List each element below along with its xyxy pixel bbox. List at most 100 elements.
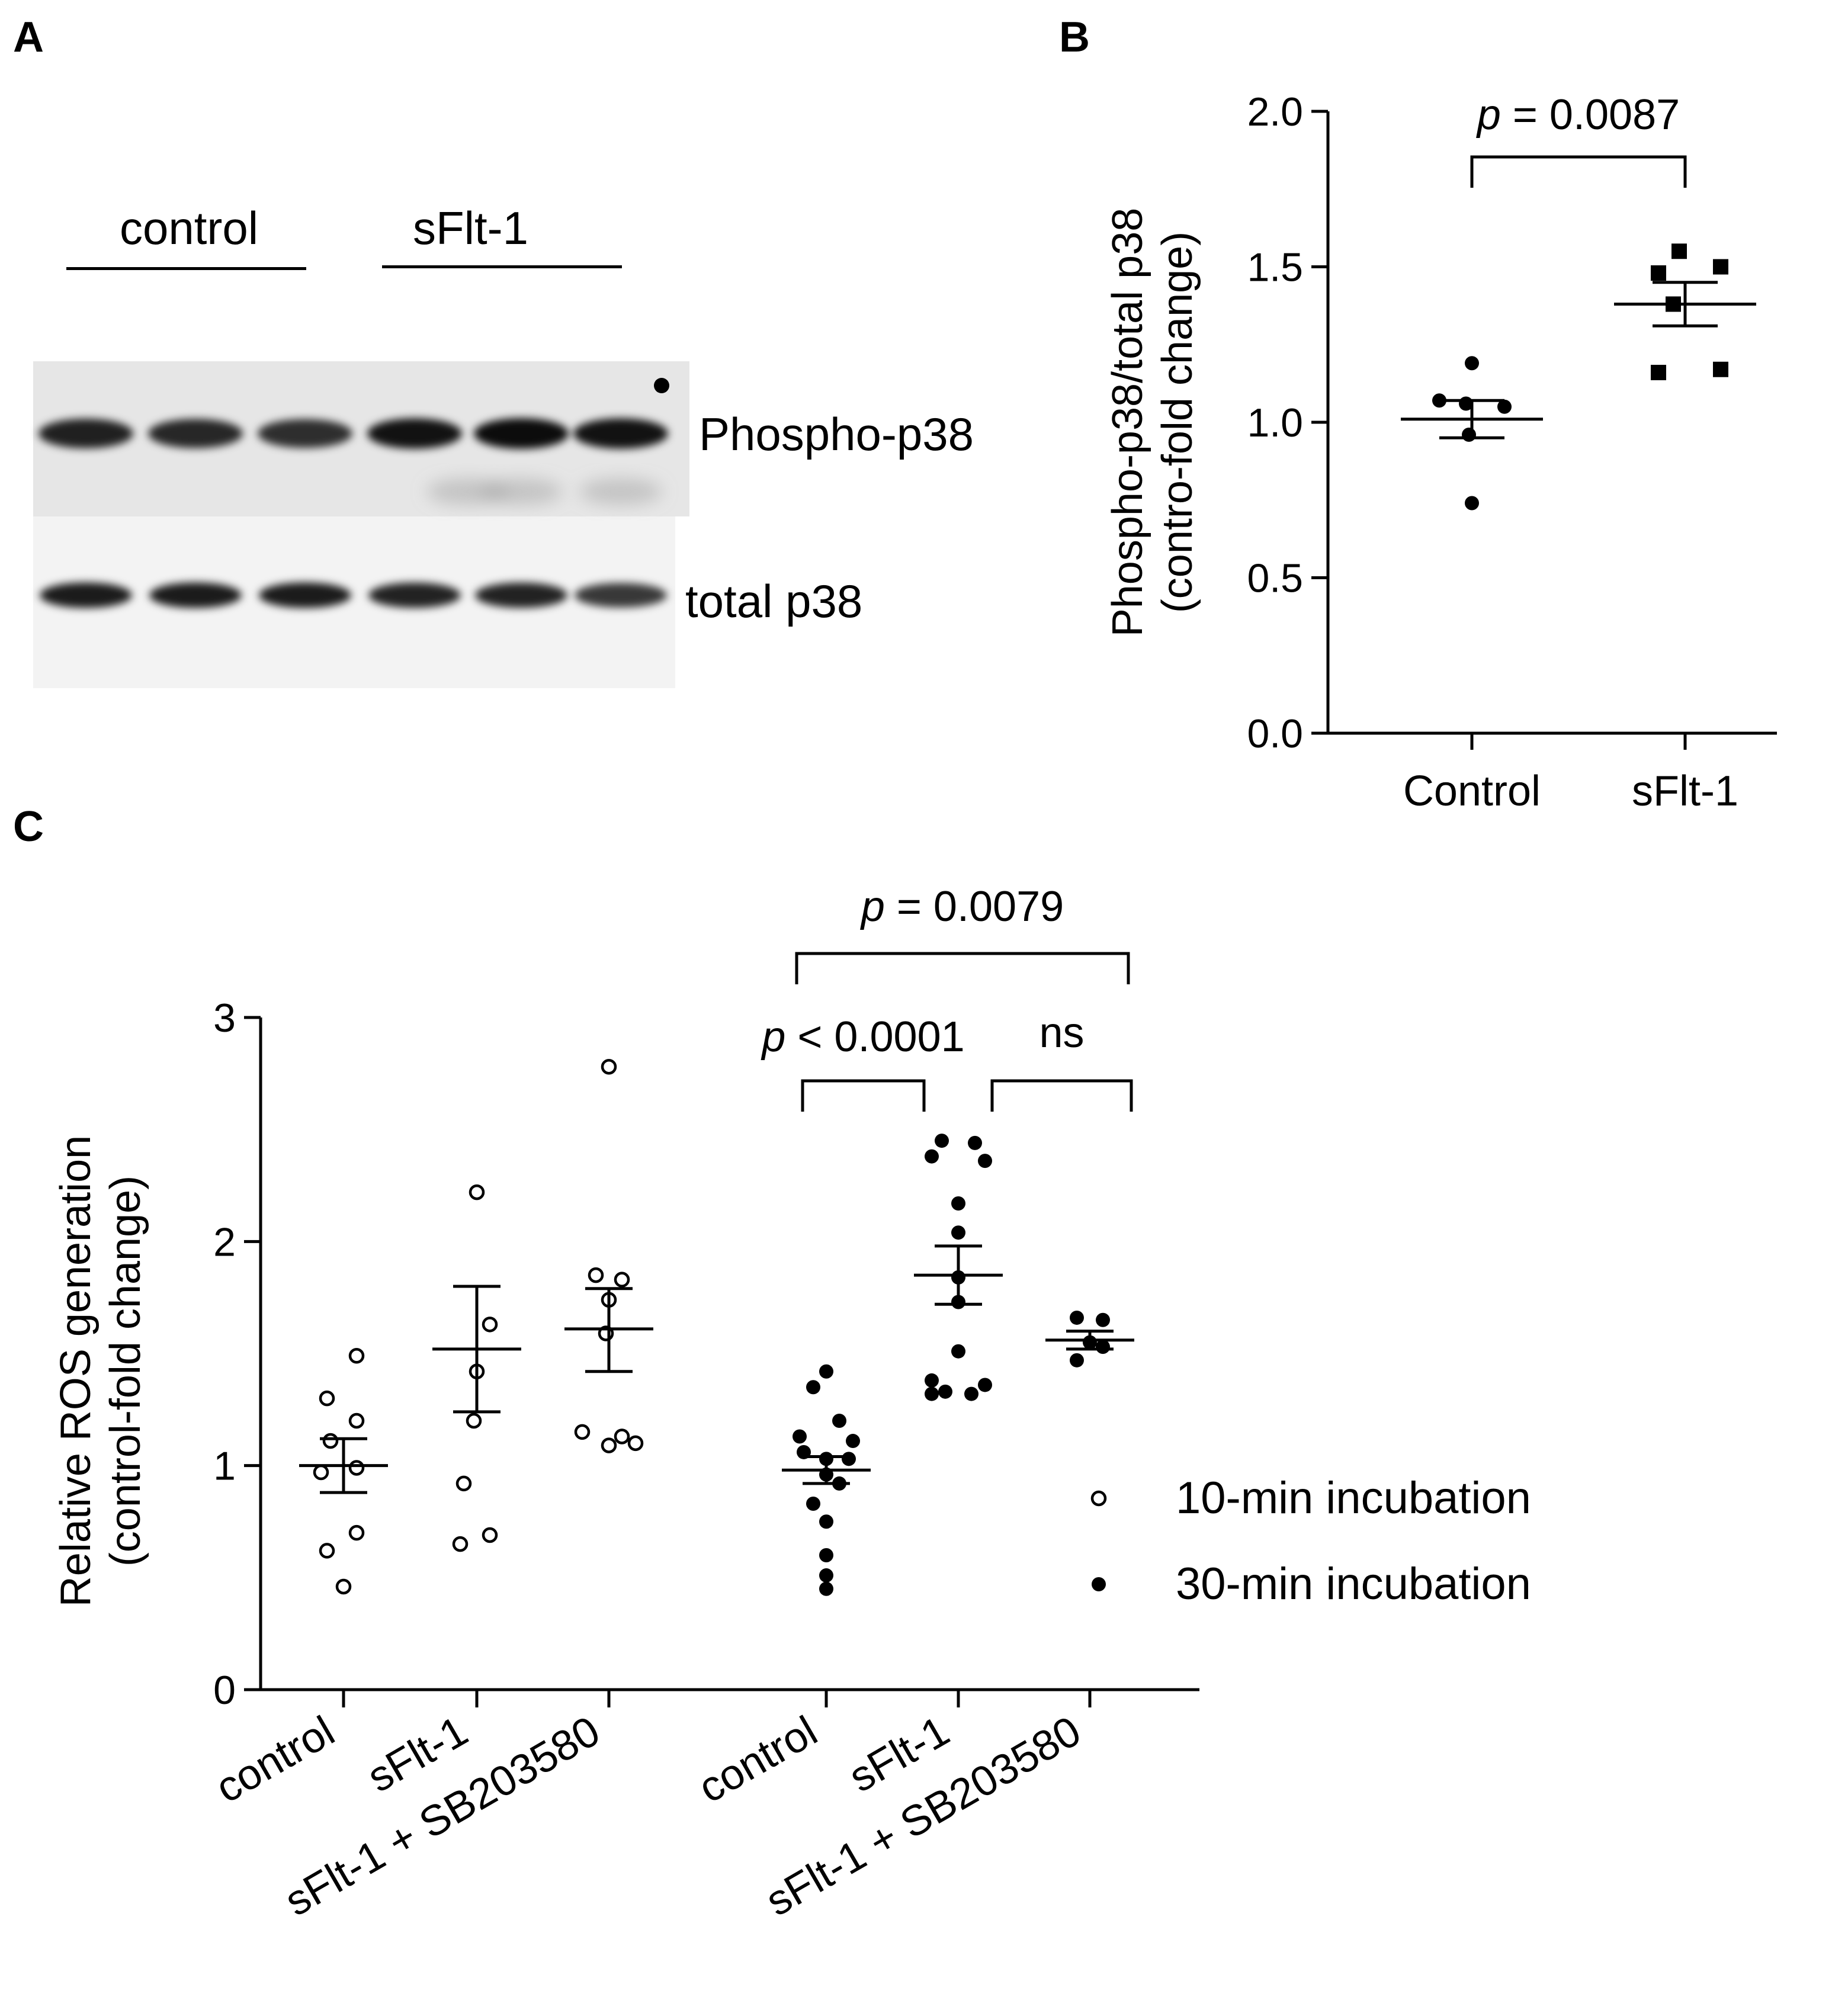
total-band-1 xyxy=(40,582,132,608)
smear-2 xyxy=(480,479,563,505)
significance-label-b: p = 0.0087 xyxy=(1476,91,1680,139)
data-point-c xyxy=(806,1496,820,1511)
gel-bottom-strip xyxy=(33,516,675,688)
y-axis-label-c: Relative ROS generation(control-fold cha… xyxy=(52,1135,149,1607)
data-point-c xyxy=(968,1135,982,1150)
p-symbol: p xyxy=(761,1013,785,1061)
significance-bracket-c xyxy=(990,1079,1133,1112)
data-point-c xyxy=(793,1429,807,1444)
data-point-c xyxy=(601,1058,617,1075)
data-point-c xyxy=(1070,1353,1084,1367)
smear-3 xyxy=(579,479,662,505)
y-tick-label-c: 1 xyxy=(213,1444,236,1489)
y-tick-label-b: 0.5 xyxy=(1247,556,1303,601)
data-point-c xyxy=(322,1433,339,1449)
total-band-2 xyxy=(149,582,242,608)
p-value: = 0.0079 xyxy=(885,883,1064,930)
data-point-c xyxy=(601,1437,617,1453)
data-point-c xyxy=(627,1435,644,1452)
y-axis-label-line-c: (control-fold change) xyxy=(102,1176,149,1566)
phospho-band-5 xyxy=(474,418,569,449)
data-point-c xyxy=(819,1514,833,1529)
phospho-band-6 xyxy=(573,418,668,449)
data-point-c xyxy=(455,1475,472,1492)
data-point-c xyxy=(925,1149,939,1164)
data-point-c xyxy=(466,1412,482,1429)
data-point-c xyxy=(842,1452,856,1466)
data-point-c xyxy=(319,1390,335,1407)
data-point-c xyxy=(614,1272,630,1288)
data-point-c xyxy=(819,1548,833,1562)
data-point-c xyxy=(819,1581,833,1596)
y-axis-label-line-c: Relative ROS generation xyxy=(52,1135,100,1607)
significance-label-c: p = 0.0079 xyxy=(860,883,1064,930)
data-point-b xyxy=(1651,265,1666,281)
blot-group-line-control xyxy=(66,267,306,270)
legend-label: 10-min incubation xyxy=(1176,1473,1531,1523)
panel-b-label: B xyxy=(1059,14,1090,61)
y-tick-label-c: 0 xyxy=(213,1668,236,1713)
data-point-c xyxy=(832,1414,846,1428)
data-point-c xyxy=(978,1154,992,1168)
data-point-c xyxy=(348,1412,365,1429)
band-label-phospho: Phospho-p38 xyxy=(699,408,974,460)
data-point-c xyxy=(469,1184,485,1200)
data-point-c xyxy=(348,1524,365,1541)
western-blot-image xyxy=(33,361,689,688)
data-point-c xyxy=(1096,1312,1110,1327)
panel-c-label: C xyxy=(13,803,44,850)
y-axis-label-line-b: (contro-fold change) xyxy=(1154,232,1201,613)
data-point-c xyxy=(1096,1340,1110,1354)
data-point-c xyxy=(482,1317,498,1333)
panel-a-label: A xyxy=(13,14,44,61)
data-point-b xyxy=(1651,365,1666,380)
data-point-c xyxy=(925,1386,939,1401)
significance-bracket-b xyxy=(1470,155,1687,188)
data-point-c xyxy=(951,1196,965,1211)
data-point-c xyxy=(313,1464,329,1481)
data-point-c xyxy=(588,1267,604,1283)
y-tick-label-b: 1.5 xyxy=(1247,245,1303,290)
p-value: < 0.0001 xyxy=(785,1013,964,1061)
y-tick-label-c: 3 xyxy=(213,996,236,1041)
p-value: ns xyxy=(1039,1009,1084,1057)
legend-marker xyxy=(1090,1490,1107,1507)
data-point-c xyxy=(574,1424,591,1440)
phospho-band-2 xyxy=(148,419,243,448)
data-point-c xyxy=(482,1527,498,1543)
significance-bracket-c xyxy=(801,1079,926,1112)
data-point-c xyxy=(819,1364,833,1379)
phospho-band-1 xyxy=(38,418,133,449)
gel-artifact-dot xyxy=(654,378,669,393)
data-point-b xyxy=(1465,496,1479,511)
x-tick-label-b: sFlt-1 xyxy=(1632,768,1738,815)
data-point-b xyxy=(1497,399,1512,414)
data-point-c xyxy=(452,1536,469,1552)
data-point-c xyxy=(806,1380,820,1395)
data-point-b xyxy=(1671,243,1687,259)
legend-marker xyxy=(1092,1577,1106,1591)
legend-c: 10-min incubation 30-min incubation xyxy=(1090,1473,1531,1609)
data-point-b xyxy=(1713,361,1728,377)
data-point-c xyxy=(348,1460,365,1476)
total-band-6 xyxy=(575,583,667,608)
y-axis-label-b: Phospho-p38/total p38(contro-fold change… xyxy=(1104,208,1201,637)
band-label-total: total p38 xyxy=(685,575,863,627)
p-symbol: p xyxy=(1476,91,1501,139)
p-symbol: p xyxy=(860,883,885,930)
data-point-c xyxy=(951,1225,965,1240)
data-point-c xyxy=(964,1386,978,1401)
total-band-3 xyxy=(259,582,351,608)
x-tick-label-b: Control xyxy=(1403,768,1541,815)
total-band-4 xyxy=(368,582,461,608)
data-point-c xyxy=(614,1428,630,1444)
data-point-c xyxy=(348,1348,365,1364)
blot-group-label-sflt1: sFlt-1 xyxy=(413,202,528,254)
data-point-c xyxy=(1070,1310,1084,1325)
data-point-b xyxy=(1713,259,1728,275)
x-tick-label-c: control xyxy=(208,1707,342,1812)
y-tick-label-b: 1.0 xyxy=(1247,400,1303,445)
data-point-b xyxy=(1465,356,1479,371)
